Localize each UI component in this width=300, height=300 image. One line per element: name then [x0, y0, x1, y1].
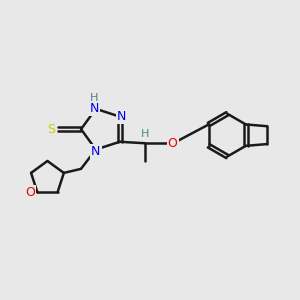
Text: N: N	[117, 110, 126, 122]
Text: S: S	[47, 123, 55, 136]
Text: N: N	[90, 102, 99, 115]
Text: O: O	[25, 186, 35, 199]
Text: H: H	[90, 92, 98, 103]
Text: O: O	[168, 137, 178, 150]
Text: N: N	[91, 145, 101, 158]
Text: H: H	[141, 129, 149, 139]
